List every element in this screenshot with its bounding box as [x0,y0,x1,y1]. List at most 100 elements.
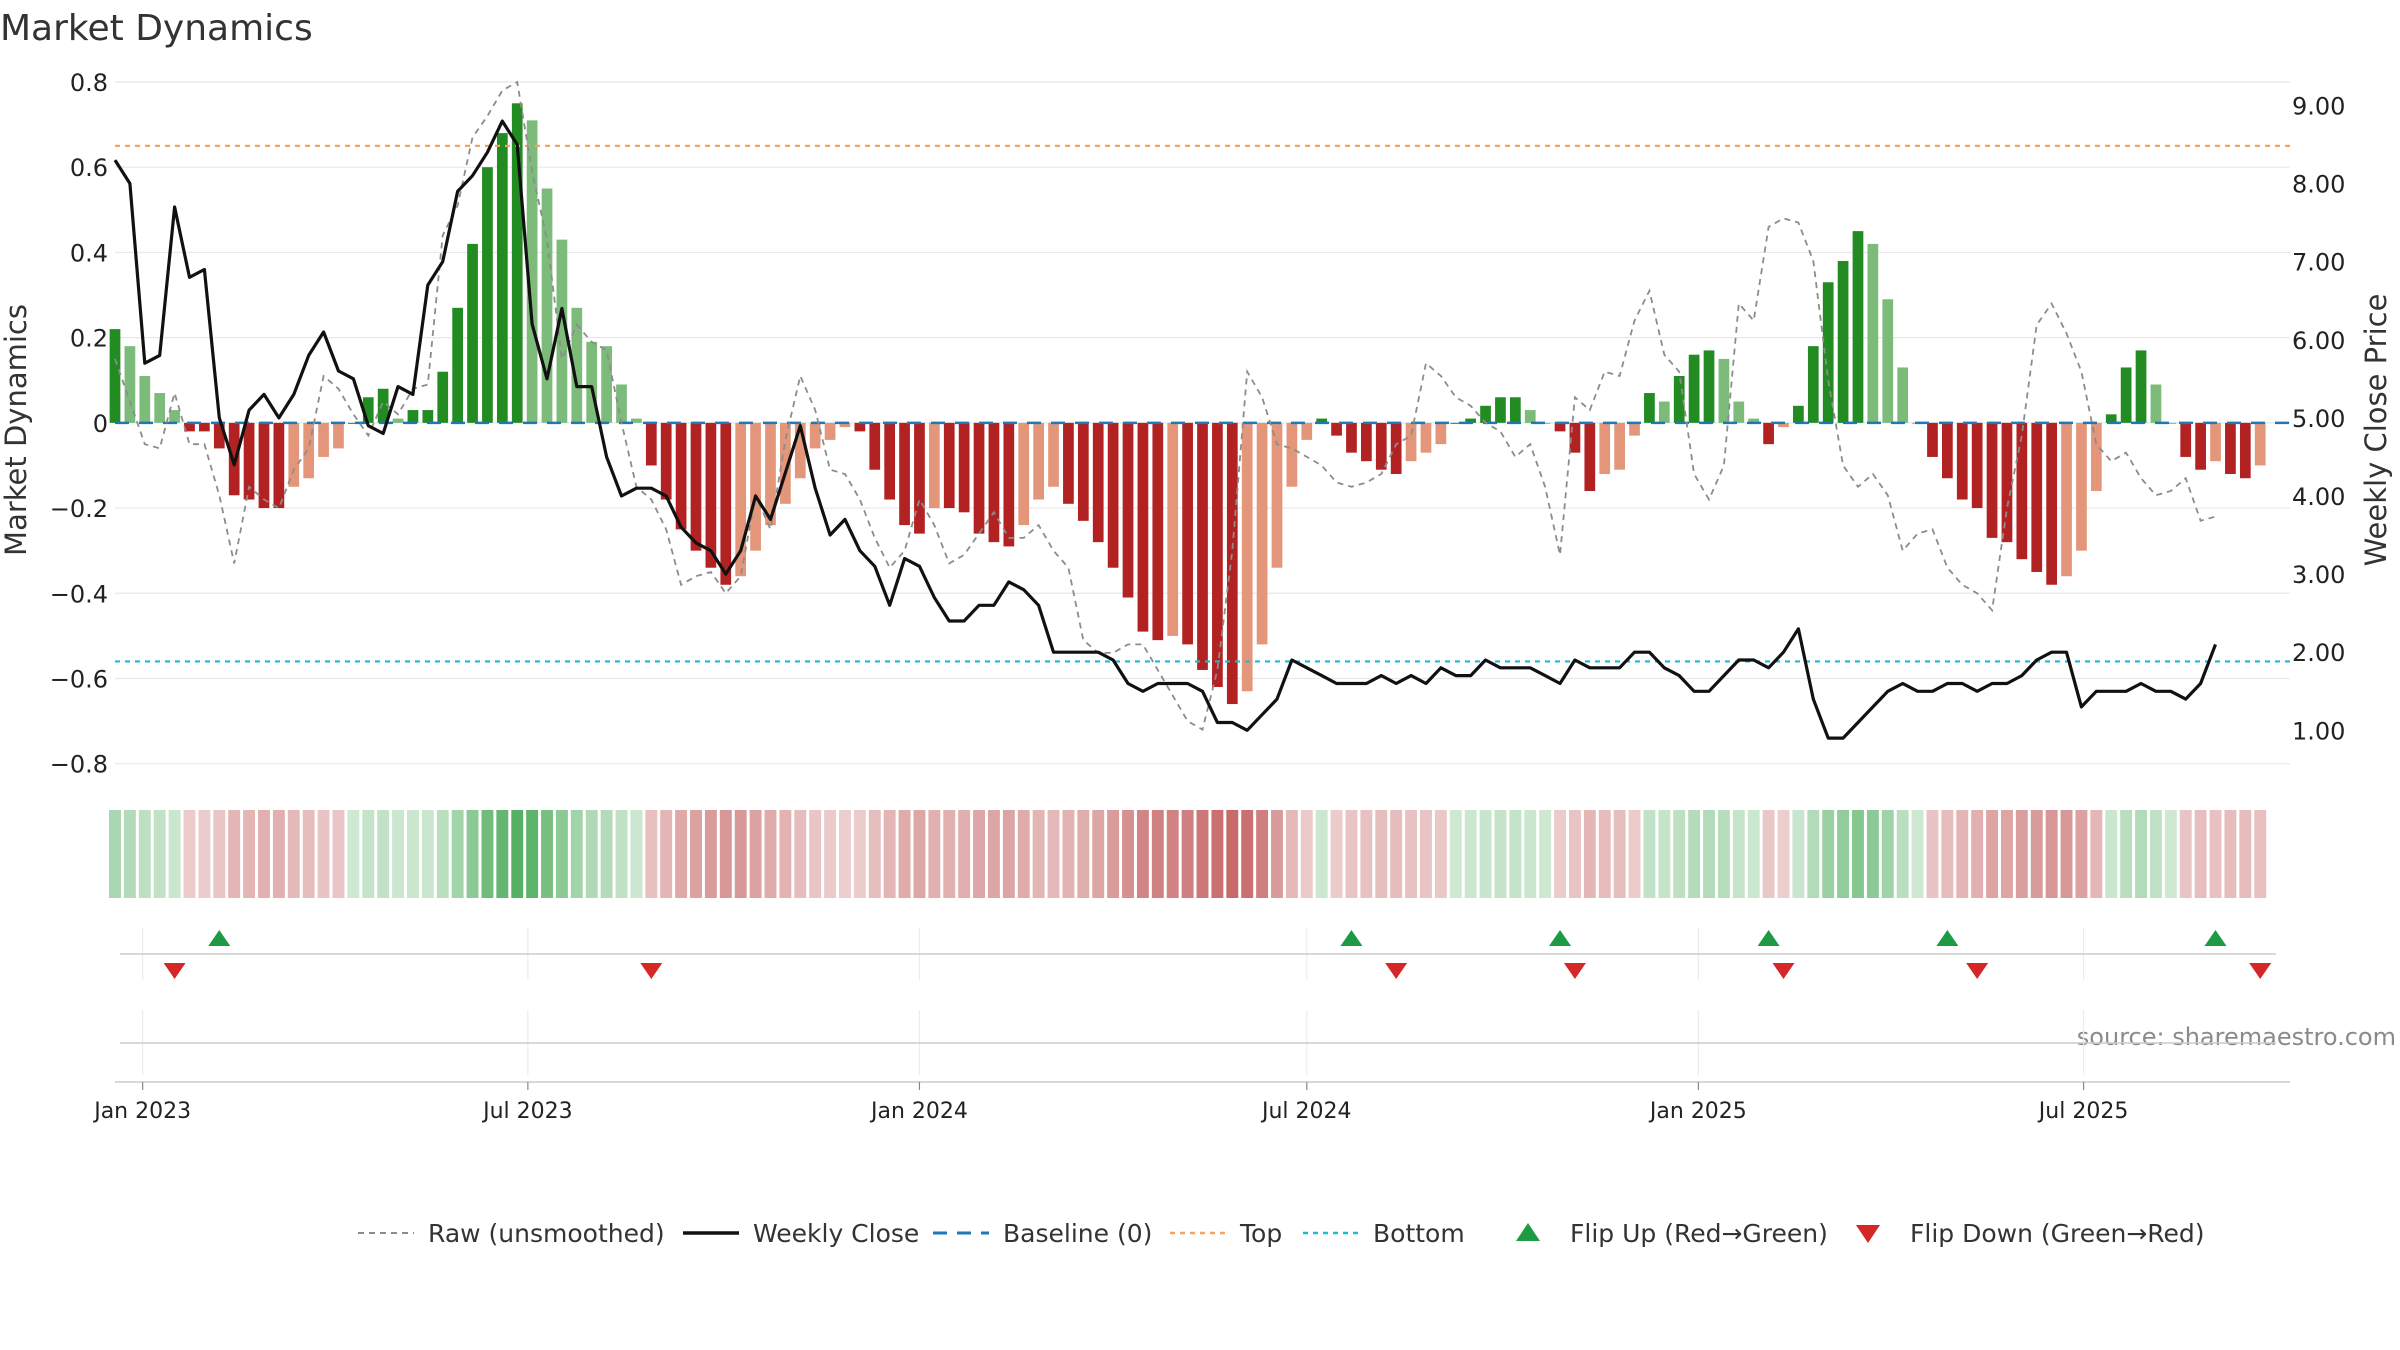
x-tick-label: Jan 2024 [869,1099,968,1124]
regime-cell [1658,810,1671,898]
regime-cell [704,810,717,898]
regime-cell [198,810,211,898]
md-bar [869,422,881,470]
flip-down-marker [1563,963,1586,979]
md-bar [1137,422,1149,632]
regime-cell [1449,810,1462,898]
md-bar [1703,350,1715,423]
regime-cell [377,810,390,898]
md-bar [943,422,955,509]
md-bar [482,167,493,423]
md-bar [1629,422,1640,436]
md-bar [1673,375,1685,423]
x-tick-label: Jul 2024 [1260,1099,1352,1124]
md-bar [213,422,225,449]
regime-cell [2209,810,2222,898]
md-bar [1867,243,1879,423]
md-bar [1882,299,1894,423]
regime-cell [2164,810,2177,898]
regime-cell [1747,810,1760,898]
md-bar [1733,401,1745,423]
md-bar [422,410,434,423]
regime-cell [1911,810,1924,898]
md-bar [1763,422,1774,445]
right-tick-label: 6.00 [2292,327,2345,355]
regime-cell [1688,810,1701,898]
md-bar [526,120,538,423]
left-tick-label: −0.8 [50,751,108,779]
md-bar [765,422,776,526]
legend-label: Baseline (0) [1003,1219,1152,1248]
md-bar [780,422,791,504]
md-bar [1167,422,1179,636]
md-bar [1301,422,1313,440]
regime-cell [2105,810,2118,898]
md-bar [124,346,136,423]
regime-cell [868,810,881,898]
regime-cell [1360,810,1373,898]
regime-cell [1717,810,1730,898]
left-tick-label: 0.2 [70,325,108,353]
regime-cell [466,810,479,898]
regime-cell [853,810,866,898]
flip-up-marker [1757,930,1780,946]
md-bar [1107,422,1119,568]
md-bar [1390,422,1402,474]
regime-cell [213,810,226,898]
regime-cell [1807,810,1820,898]
x-tick-label: Jan 2025 [1648,1099,1747,1124]
md-bar [1316,418,1328,423]
md-bar [496,133,508,423]
md-bar [914,422,925,534]
md-bar [928,422,940,509]
md-bar [1837,260,1849,423]
legend-label: Top [1239,1219,1282,1248]
regime-cell [347,810,360,898]
flip-down-marker [163,963,186,979]
regime-cell [615,810,628,898]
regime-cell [511,810,524,898]
md-bar [720,422,732,585]
regime-cell [883,810,896,898]
regime-cell [243,810,256,898]
md-bar [735,422,747,577]
md-bar [243,422,255,500]
md-bar [899,422,910,526]
x-axis: Jan 2023 Jul 2023 Jan 2024 Jul 2024 Jan 2025… [92,1081,2290,1124]
md-bar [392,418,404,423]
regime-cell [1568,810,1581,898]
regime-cell [1956,810,1969,898]
regime-cell [719,810,732,898]
md-bar [675,422,687,530]
md-bar [2105,414,2117,423]
md-bar [2165,422,2177,424]
right-tick-label: 7.00 [2292,249,2345,277]
md-bar [705,422,717,568]
regime-cell [1285,810,1298,898]
regime-cell [913,810,926,898]
left-tick-label: 0 [93,410,108,438]
regime-cell [1643,810,1656,898]
regime-cell [1509,810,1522,898]
regime-cell [1971,810,1984,898]
md-bar [645,422,657,466]
regime-cell [1390,810,1403,898]
regime-cell [109,810,121,898]
regime-cell [1241,810,1254,898]
md-bar [854,422,866,432]
regime-cell [1479,810,1492,898]
md-bar [1122,422,1134,598]
md-bar [1077,422,1089,521]
flip-up-marker [2204,930,2227,946]
regime-cell [436,810,449,898]
regime-cell [1017,810,1030,898]
regime-cell [630,810,643,898]
regime-cell [1047,810,1060,898]
md-bar [1658,401,1670,423]
regime-cell [1926,810,1939,898]
md-bar [1063,422,1074,504]
md-bar [586,341,598,423]
md-bar [1986,422,1998,538]
md-bar [2180,422,2192,457]
flip-up-marker [1340,930,1363,946]
